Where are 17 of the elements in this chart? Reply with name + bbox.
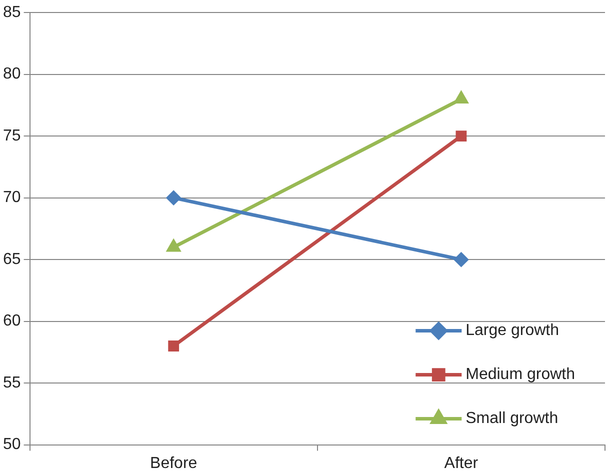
y-tick-label: 60 <box>3 312 21 330</box>
y-tick-label: 55 <box>3 374 21 392</box>
legend-label: Medium growth <box>466 366 575 384</box>
point <box>456 130 467 142</box>
y-tick-label: 75 <box>3 127 21 144</box>
x-tick-label: After <box>444 454 479 472</box>
y-tick-label: 70 <box>3 189 21 206</box>
y-tick-label: 80 <box>3 66 21 83</box>
point <box>454 252 469 268</box>
point <box>166 190 182 206</box>
y-tick-label: 85 <box>3 4 21 22</box>
y-tick-label: 50 <box>3 436 21 454</box>
legend-label: Large growth <box>466 322 560 340</box>
point <box>168 340 180 352</box>
x-tick-label: Before <box>150 454 198 472</box>
legend-label: Small growth <box>466 410 558 428</box>
y-tick-label: 65 <box>3 250 21 268</box>
